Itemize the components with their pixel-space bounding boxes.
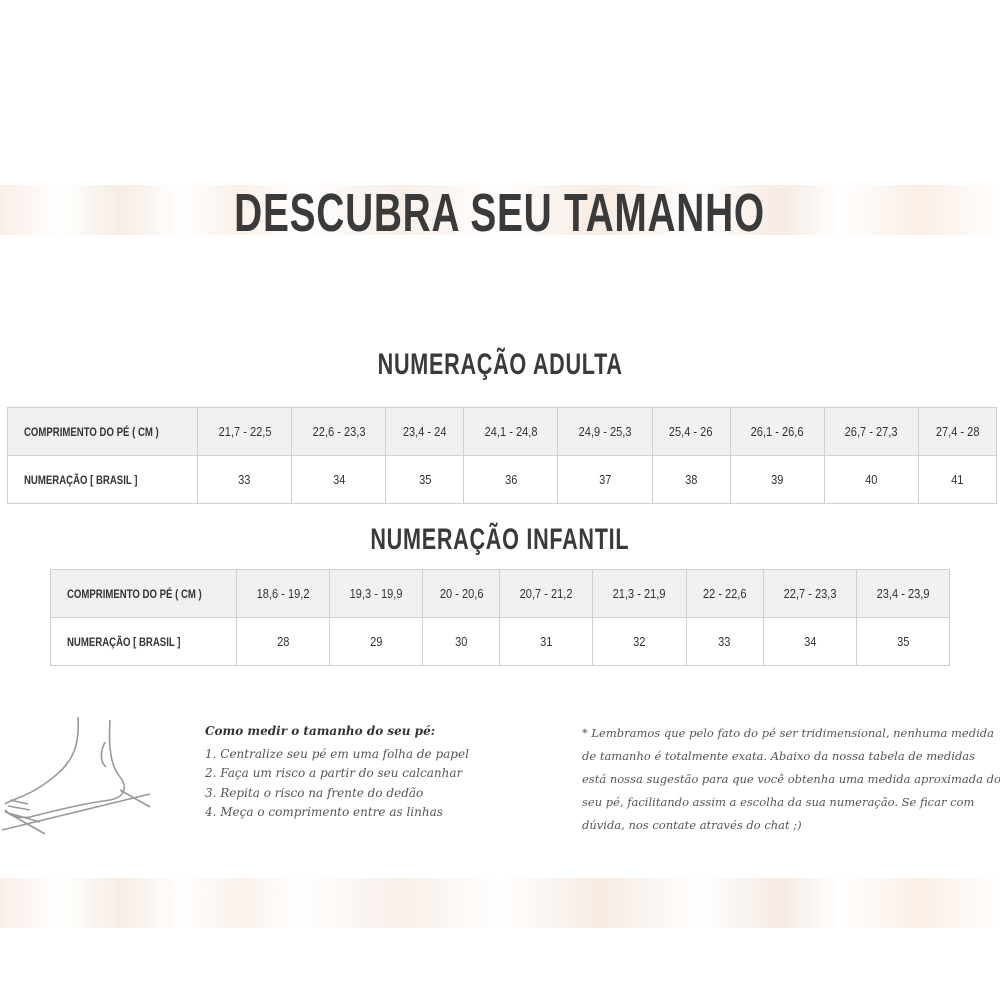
cell-text: 41 [951,472,964,487]
page-title: DESCUBRA SEU TAMANHO [234,183,766,243]
cell-text: 32 [633,634,646,649]
cell-text: 26,1 - 26,6 [750,424,804,439]
foot-length-cell: 22 - 22,6 [685,569,764,618]
foot-length-cell: 26,1 - 26,6 [729,407,825,456]
size-cell: 31 [499,617,594,666]
cell-text: 24,1 - 24,8 [484,424,538,439]
how-to-measure: Como medir o tamanho do seu pé: 1. Centr… [205,722,469,823]
foot-length-cell: 20 - 20,6 [422,569,501,618]
cell-text: 34 [332,472,345,487]
foot-length-cell: 20,7 - 21,2 [499,569,594,618]
how-to-title: Como medir o tamanho do seu pé: [205,724,436,738]
cell-text: 25,4 - 26 [669,424,713,439]
foot-length-cell: 26,7 - 27,3 [823,407,919,456]
cell-text: 33 [718,634,731,649]
size-cell: 34 [762,617,857,666]
size-cell: 30 [422,617,501,666]
size-cell: 28 [235,617,331,666]
size-cell: 32 [592,617,687,666]
infant-size-table: COMPRIMENTO DO PÉ ( CM ) 18,6 - 19,2 19,3 … [50,569,951,666]
foot-length-cell: 21,3 - 21,9 [592,569,687,618]
adult-heading: NUMERAÇÃO ADULTA [377,348,623,381]
cell-text: 23,4 - 23,9 [876,586,930,601]
size-cell: 34 [291,455,387,504]
foot-length-cell: 25,4 - 26 [651,407,731,456]
foot-length-cell: 24,9 - 25,3 [557,407,653,456]
cell-text: 35 [896,634,910,649]
size-cell: 29 [329,617,424,666]
step: 1. Centralize seu pé em uma folha de pap… [205,746,469,761]
infant-heading: NUMERAÇÃO INFANTIL [370,523,630,556]
cell-text: 30 [455,634,468,649]
size-cell: 35 [855,617,951,666]
size-cell: 38 [651,455,731,504]
cell-text: 24,9 - 25,3 [578,424,632,439]
foot-length-cell: 19,3 - 19,9 [329,569,424,618]
size-cell: 37 [557,455,653,504]
foot-illustration [1,716,151,835]
cell-text: 36 [504,472,518,487]
step: 3. Repita o risco na frente do dedão [205,785,424,800]
step: 4. Meça o comprimento entre as linhas [205,805,443,819]
foot-length-cell: 23,4 - 23,9 [855,569,951,618]
step: 2. Faça um risco a partir do seu calcanh… [205,766,463,780]
adult-size-table: COMPRIMENTO DO PÉ ( CM ) 21,7 - 22,5 22,6 … [7,407,998,504]
cell-text: 38 [684,472,698,487]
foot-length-cell: 21,7 - 22,5 [196,407,293,456]
size-cell: 39 [729,455,825,504]
cell-text: 26,7 - 27,3 [844,424,898,439]
foot-length-cell: 22,6 - 23,3 [291,407,387,456]
size-cell: 33 [196,455,293,504]
cell-text: 22 - 22,6 [702,586,747,601]
foot-length-cell: 23,4 - 24 [385,407,465,456]
cell-text: 19,3 - 19,9 [349,586,403,601]
foot-length-cell: 24,1 - 24,8 [463,407,559,456]
foot-length-cell: 18,6 - 19,2 [235,569,331,618]
cell-text: 21,7 - 22,5 [218,424,271,439]
size-cell: 33 [685,617,764,666]
disclaimer-note: * Lembramos que pelo fato do pé ser trid… [582,726,1000,832]
cell-text: 28 [276,634,290,649]
size-cell: 36 [463,455,559,504]
foot-length-cell: 22,7 - 23,3 [762,569,857,618]
row-label: COMPRIMENTO DO PÉ ( CM ) [7,407,198,456]
cell-text: 40 [865,472,878,487]
cell-text: 18,6 - 19,2 [256,586,310,601]
cell-text: 35 [418,472,431,487]
cell-text: 31 [540,634,553,649]
cell-text: 39 [771,472,784,487]
size-cell: 35 [385,455,465,504]
cell-text: 23,4 - 24 [402,424,447,439]
cell-text: 37 [598,472,612,487]
size-cell: 41 [917,455,998,504]
cell-text: 29 [370,634,383,649]
cell-text: 33 [238,472,251,487]
row-label: COMPRIMENTO DO PÉ ( CM ) [50,569,237,618]
cell-text: 20,7 - 21,2 [519,586,573,601]
cell-text: 21,3 - 21,9 [613,586,666,601]
row-label: NUMERAÇÃO [ BRASIL ] [7,455,198,504]
decorative-banner-bottom [0,878,1000,928]
cell-text: 22,6 - 23,3 [312,424,366,439]
cell-text: 27,4 - 28 [935,424,980,439]
cell-text: 20 - 20,6 [439,586,484,601]
foot-length-cell: 27,4 - 28 [917,407,998,456]
cell-text: 34 [803,634,816,649]
size-cell: 40 [823,455,919,504]
row-label: NUMERAÇÃO [ BRASIL ] [50,617,237,666]
decorative-banner-top [0,185,1000,235]
cell-text: 22,7 - 23,3 [783,586,837,601]
